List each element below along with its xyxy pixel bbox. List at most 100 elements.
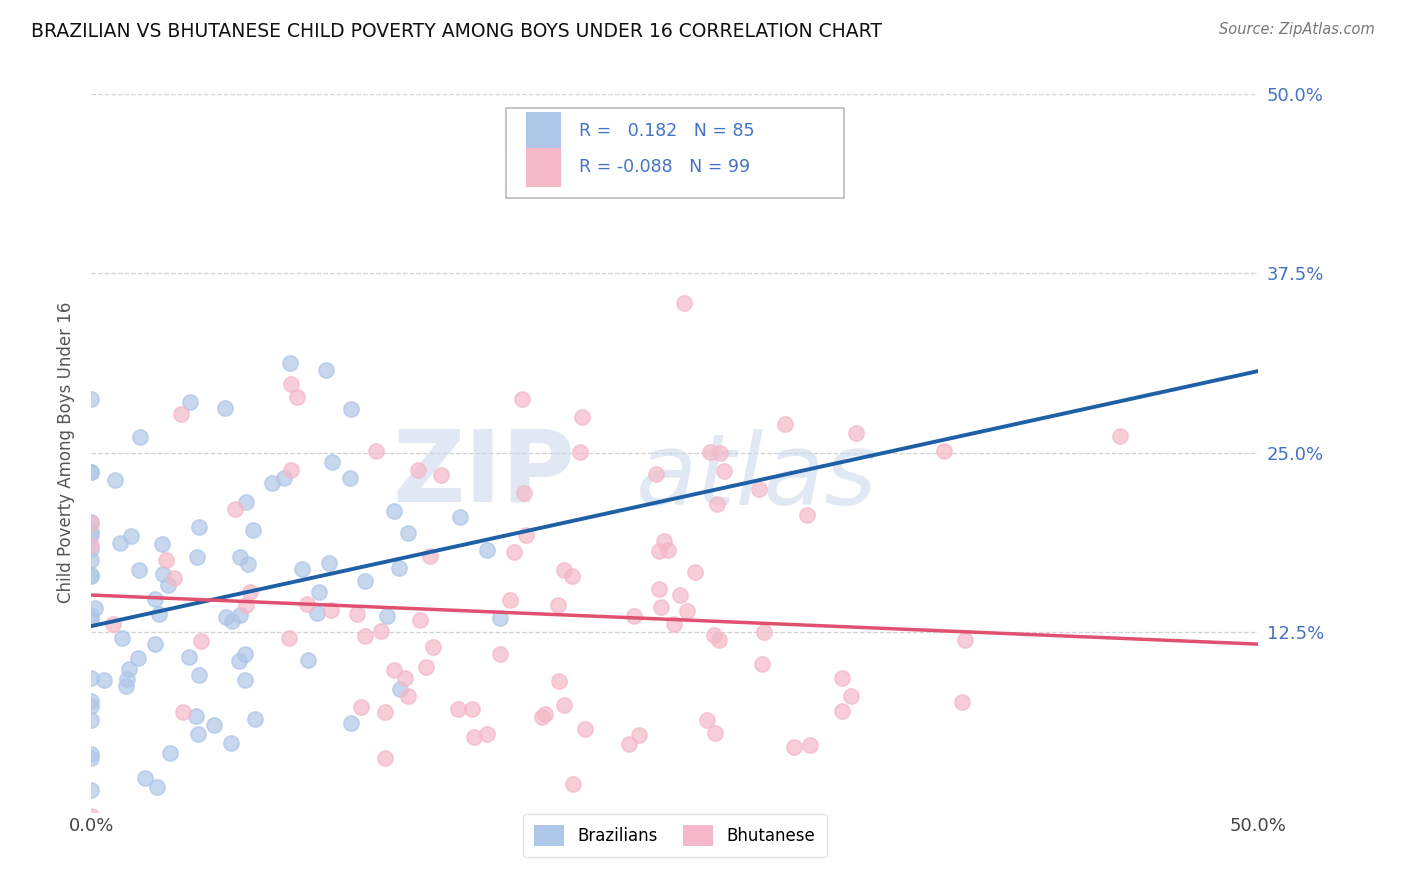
Point [291,562,314,576]
Point [704,726,727,740]
Point [950,819,973,833]
Point [346,607,368,621]
Point [668,588,690,602]
Point [831,704,853,718]
Point [553,698,575,712]
Point [308,584,330,599]
Point [186,549,208,564]
Point [115,673,138,687]
Point [561,569,583,583]
Point [219,736,242,750]
Point [706,497,728,511]
Point [415,660,437,674]
Point [489,647,512,661]
Point [446,702,468,716]
Point [354,574,377,588]
Point [703,627,725,641]
Point [152,567,174,582]
Point [569,444,592,458]
Point [396,526,419,541]
Text: Source: ZipAtlas.com: Source: ZipAtlas.com [1219,22,1375,37]
Point [430,467,453,482]
Point [155,553,177,567]
Text: ZIP: ZIP [392,425,575,523]
Point [242,523,264,537]
Point [824,833,846,847]
Point [80,750,103,764]
Point [394,671,416,685]
Point [366,443,388,458]
Point [179,649,201,664]
Point [952,695,974,709]
Point [235,598,257,612]
Point [461,701,484,715]
Point [406,463,429,477]
Point [235,495,257,509]
Text: BRAZILIAN VS BHUTANESE CHILD POVERTY AMONG BOYS UNDER 16 CORRELATION CHART: BRAZILIAN VS BHUTANESE CHILD POVERTY AMO… [31,22,882,41]
Point [512,392,534,406]
Point [707,632,730,647]
Point [80,466,103,480]
Point [623,608,645,623]
Point [648,543,671,558]
Point [754,625,776,640]
Point [110,632,132,646]
Point [672,296,695,310]
Bar [526,112,561,151]
Point [315,363,337,377]
FancyBboxPatch shape [506,108,844,198]
Point [513,485,536,500]
Point [648,582,671,596]
Point [118,662,141,676]
Point [148,607,170,621]
Point [224,502,246,516]
Point [228,607,250,622]
Point [463,730,485,744]
Point [150,537,173,551]
Point [350,833,373,847]
Point [382,503,405,517]
Point [245,712,267,726]
Point [709,445,731,459]
Point [547,598,569,612]
Point [839,690,862,704]
Point [699,444,721,458]
Text: R =   0.182   N = 85: R = 0.182 N = 85 [579,122,755,140]
Point [799,738,821,752]
Point [475,726,498,740]
Point [652,534,675,549]
Point [186,833,208,847]
Point [127,650,149,665]
Point [374,751,396,765]
Point [202,718,225,732]
Point [120,529,142,543]
Point [574,723,596,737]
Point [228,654,250,668]
Point [129,430,152,444]
Point [340,402,363,417]
Point [260,476,283,491]
Point [285,390,308,404]
Point [934,444,956,458]
Point [190,633,212,648]
Point [80,747,103,762]
Point [83,600,105,615]
Point [179,395,201,409]
Point [134,771,156,785]
Text: atlas: atlas [636,429,877,526]
Point [340,716,363,731]
Point [664,617,686,632]
Point [477,543,499,558]
Point [318,557,340,571]
Point [647,823,669,838]
Point [321,602,343,616]
Point [80,698,103,713]
Point [80,392,103,406]
Point [531,710,554,724]
Legend: Brazilians, Bhutanese: Brazilians, Bhutanese [523,814,827,857]
Point [80,809,103,823]
Point [162,571,184,585]
Point [491,833,513,847]
Point [571,410,593,425]
Point [354,629,377,643]
